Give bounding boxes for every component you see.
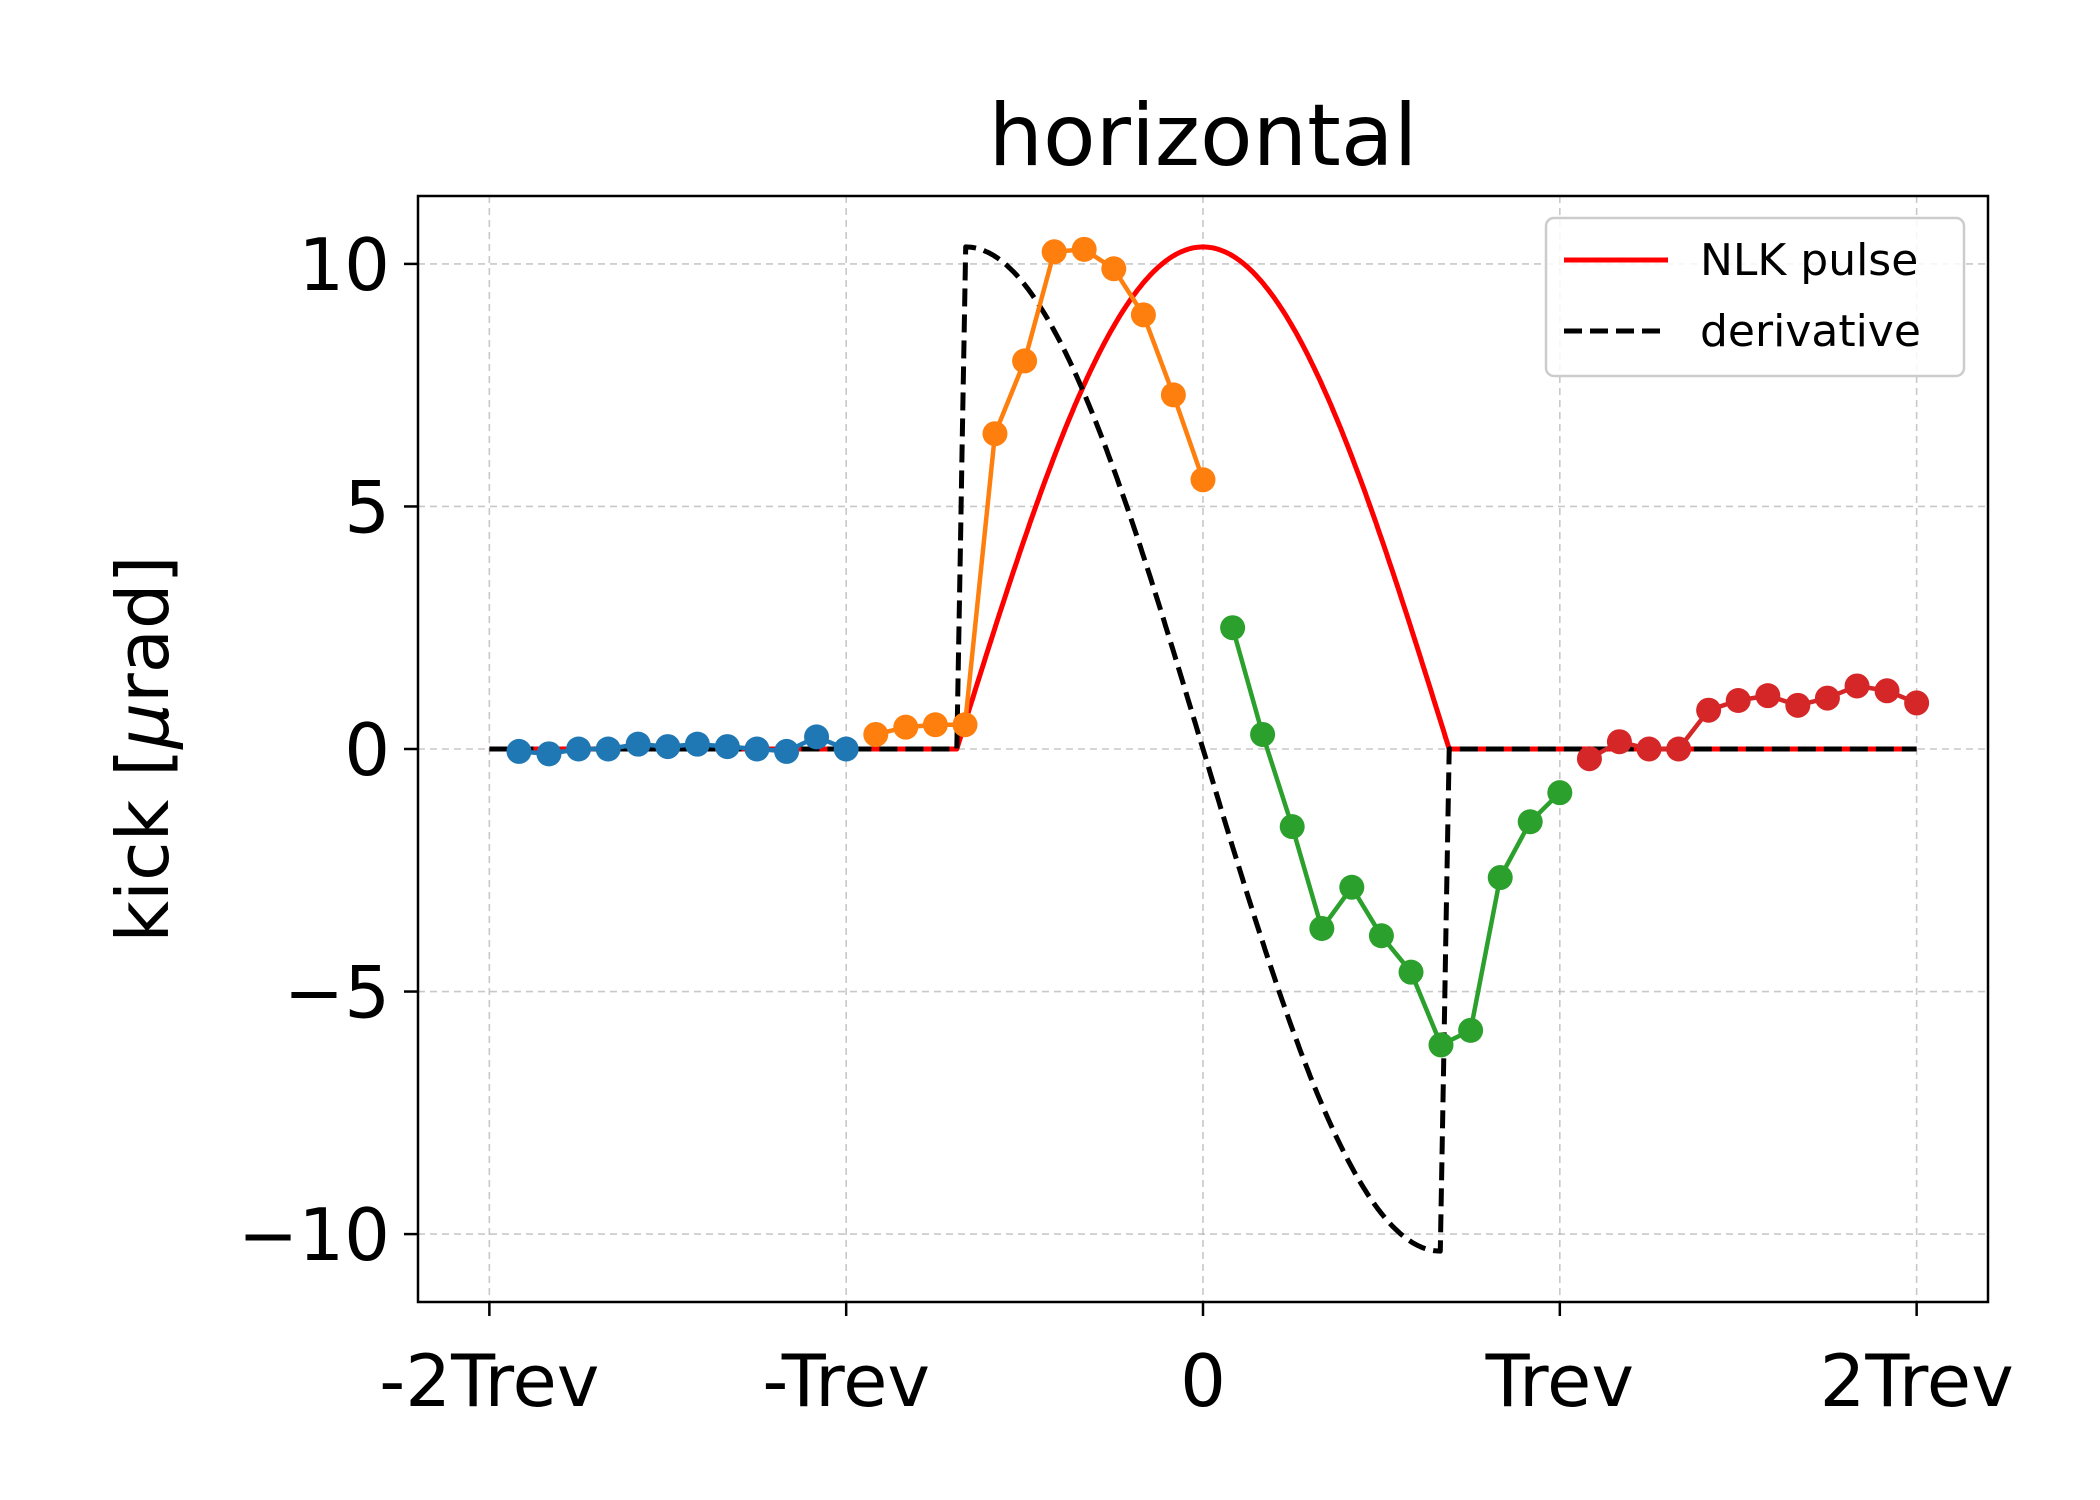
marker-series-2-point-1 [1250,721,1276,747]
marker-series-1-point-1 [893,714,919,740]
marker-series-3-point-4 [1696,697,1722,723]
marker-series-3-point-1 [1606,729,1632,755]
marker-series-1-point-5 [1012,348,1038,374]
y-tick-label-4: −10 [238,1193,390,1277]
marker-series-1-point-8 [1101,256,1127,282]
marker-series-3-point-6 [1755,683,1781,709]
marker-series-1-point-3 [952,712,978,738]
y-axis-label-mu: μ [101,703,185,750]
marker-series-0-point-8 [744,736,770,762]
marker-series-1-point-0 [863,721,889,747]
marker-series-2-point-3 [1309,915,1335,941]
series-layer [488,236,1930,1254]
marker-series-1-point-11 [1190,467,1216,493]
marker-series-0-point-2 [566,736,592,762]
marker-series-0-point-6 [684,731,710,757]
legend: NLK pulse derivative [1544,216,1966,378]
marker-series-1-point-9 [1130,302,1156,328]
marker-series-0-point-7 [714,734,740,760]
marker-series-2-point-2 [1279,814,1305,840]
marker-series-3-point-0 [1576,746,1602,772]
marker-series-3-point-8 [1814,685,1840,711]
marker-series-2-point-0 [1220,615,1246,641]
y-tick-label-3: −5 [284,951,390,1035]
marker-series-2-point-9 [1487,865,1513,891]
x-tick-label-0: -2Trev [379,1339,599,1423]
y-tick-label-2: 0 [344,708,390,792]
marker-series-2-point-10 [1517,809,1543,835]
marker-series-0-point-0 [506,738,532,764]
marker-series-3-point-11 [1904,690,1930,716]
marker-series-0-point-4 [625,731,651,757]
marker-series-2-point-11 [1547,780,1573,806]
marker-series-3-point-2 [1636,736,1662,762]
marker-series-3-point-5 [1725,687,1751,713]
y-axis-label-prefix: kick [ [101,749,185,943]
marker-series-0-point-3 [595,736,621,762]
marker-series-0-point-1 [536,741,562,767]
marker-series-1-point-7 [1071,236,1097,262]
x-tick-label-4: 2Trev [1820,1339,2014,1423]
chart-title: horizontal [989,86,1418,186]
x-tick-label-3: Trev [1485,1339,1634,1423]
x-tick-label-2: 0 [1180,1339,1226,1423]
marker-series-0-point-9 [774,738,800,764]
y-axis-label: kick [μrad] [101,555,185,942]
marker-series-3-point-10 [1874,678,1900,704]
marker-series-1-point-2 [922,712,948,738]
legend-derivative-label: derivative [1700,306,1921,357]
marker-series-1-point-10 [1160,382,1186,408]
marker-series-3-point-9 [1844,673,1870,699]
marker-series-2-point-7 [1428,1032,1454,1058]
legend-pulse-label: NLK pulse [1700,235,1918,286]
marker-series-0-point-11 [833,736,859,762]
marker-series-2-point-6 [1398,959,1424,985]
marker-series-1-point-6 [1041,239,1067,265]
y-axis-label-suffix: rad] [101,555,185,703]
y-tick-label-0: 10 [298,223,390,307]
x-tick-label-1: -Trev [762,1339,930,1423]
marker-series-0-point-10 [804,724,830,750]
marker-series-2-point-8 [1458,1017,1484,1043]
marker-series-0-point-5 [655,734,681,760]
marker-series-2-point-4 [1339,874,1365,900]
axis-ticks: -2Trev -Trev 0 Trev 2Trev 10 5 0 −5 −10 [238,223,2014,1423]
marker-series-3-point-7 [1785,692,1811,718]
marker-series-2-point-5 [1368,923,1394,949]
marker-series-3-point-3 [1666,736,1692,762]
marker-series-1-point-4 [982,421,1008,447]
y-tick-label-1: 5 [344,465,390,549]
